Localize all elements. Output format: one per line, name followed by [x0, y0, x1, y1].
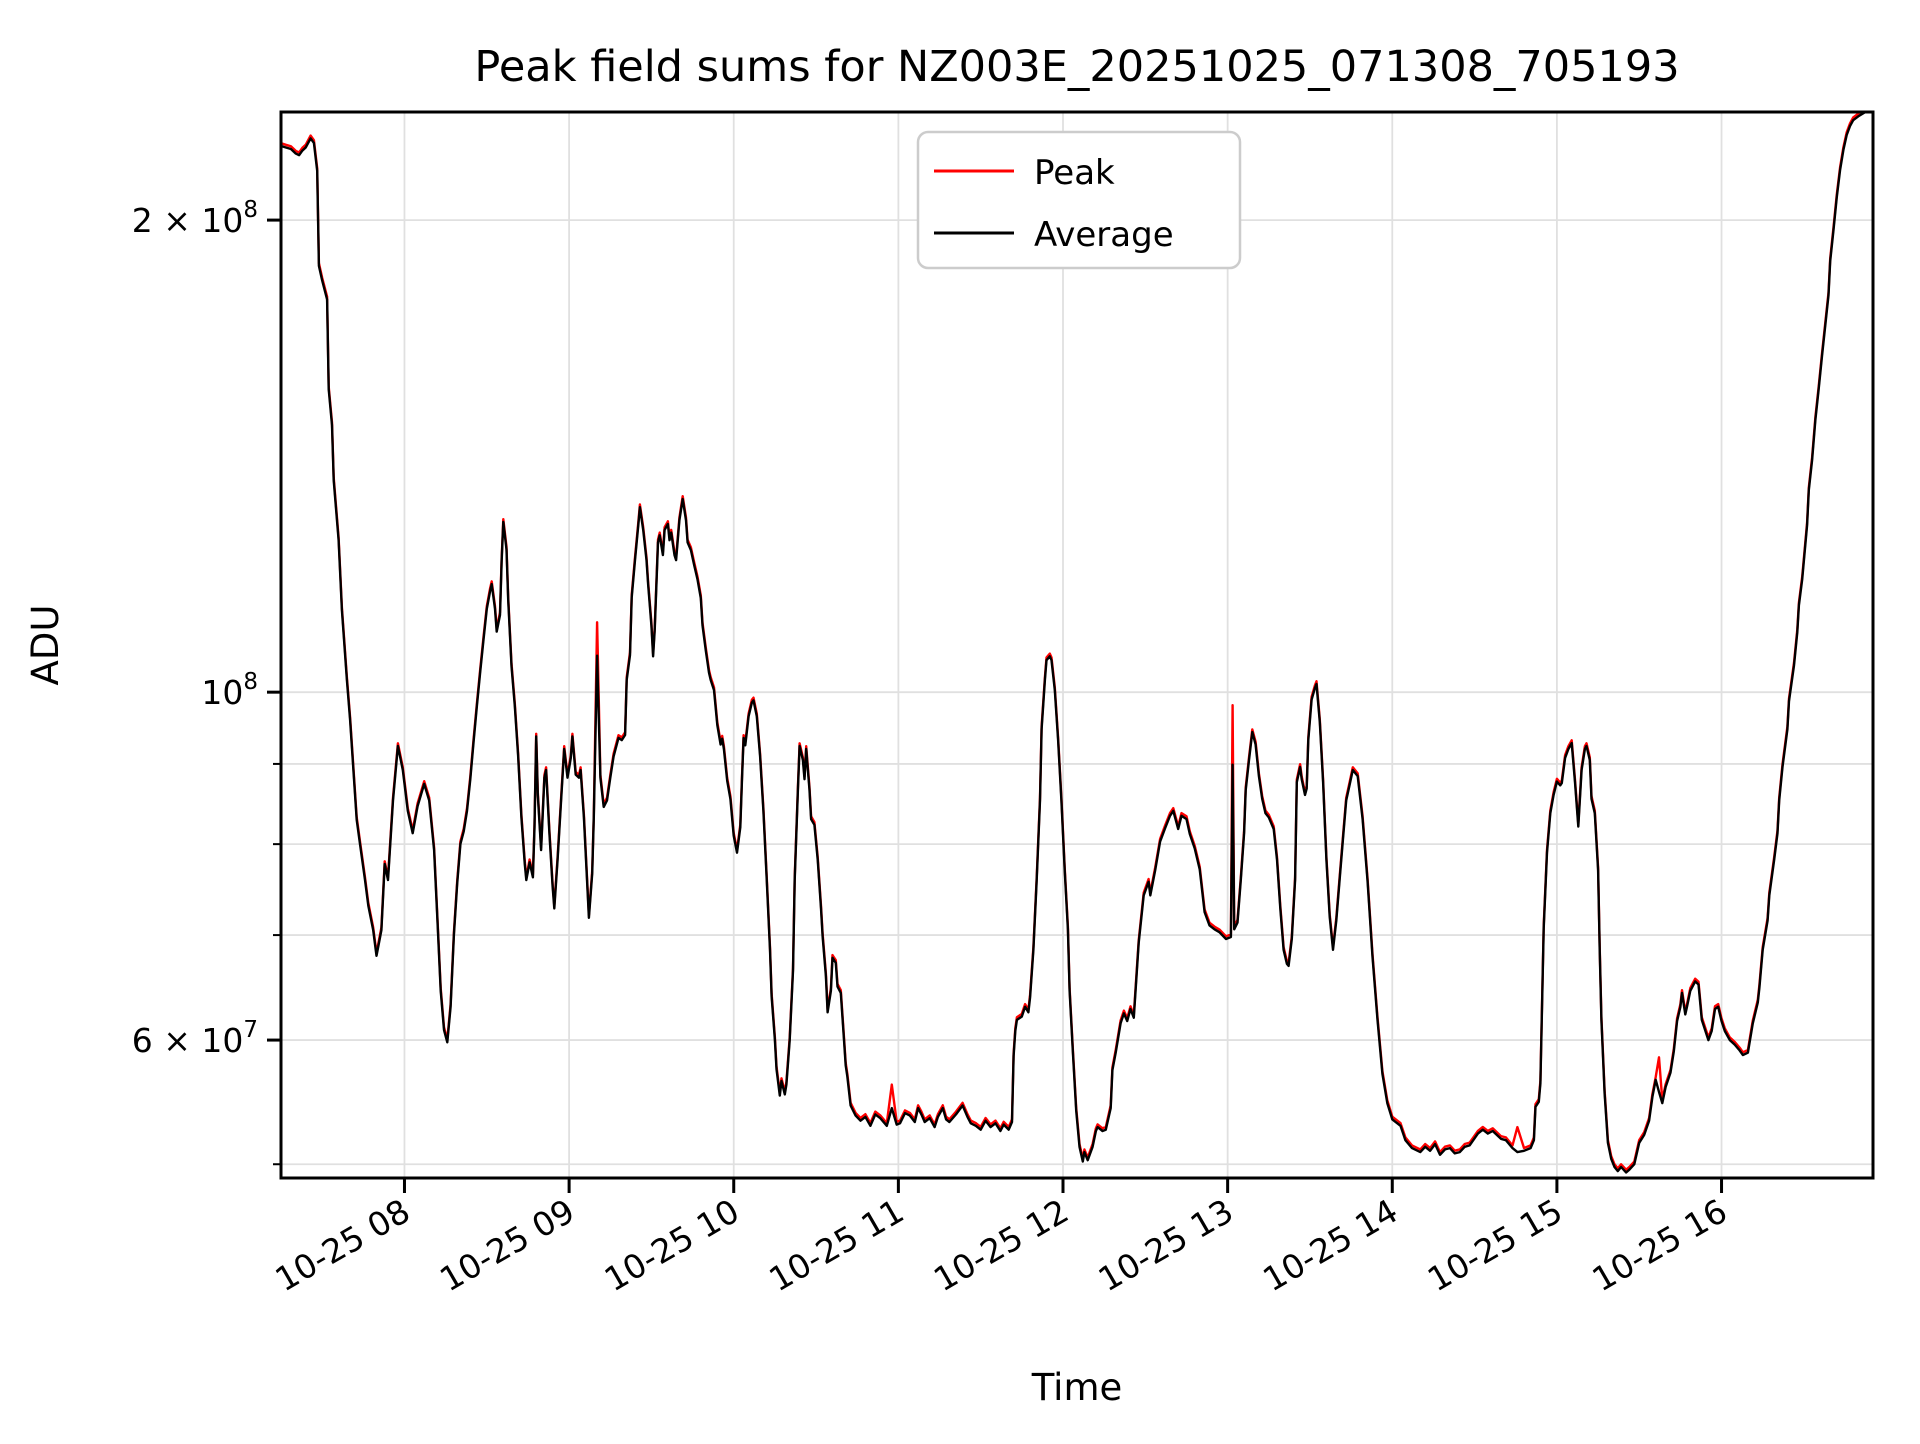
- x-tick-label: 10-25 10: [598, 1191, 746, 1299]
- y-tick-label: 2 × 108: [132, 197, 258, 240]
- y-tick-label: 108: [201, 669, 258, 712]
- tick-layer: 10-25 08 10-25 09 10-25 10 10-25 11 10-25 12…: [132, 197, 1734, 1299]
- x-tick-label: 10-25 09: [433, 1191, 581, 1299]
- x-tick-label: 10-25 08: [268, 1191, 416, 1299]
- y-tick-label: 6 × 107: [132, 1017, 258, 1060]
- x-tick-label: 10-25 13: [1092, 1191, 1240, 1299]
- legend: Peak Average: [916, 130, 1242, 270]
- grid-layer: [281, 112, 1873, 1178]
- x-axis-label: Time: [1031, 1366, 1123, 1409]
- legend-average-label: Average: [1034, 215, 1174, 255]
- y-axis-label: ADU: [24, 605, 67, 686]
- average-series-line: [282, 112, 1870, 1174]
- x-tick-label: 10-25 14: [1256, 1191, 1404, 1299]
- x-tick-label: 10-25 11: [762, 1191, 910, 1299]
- x-tick-label: 10-25 16: [1586, 1191, 1734, 1299]
- x-tick-label: 10-25 12: [927, 1191, 1075, 1299]
- legend-peak-label: Peak: [1034, 153, 1115, 193]
- series-layer: [282, 112, 1870, 1174]
- x-tick-label: 10-25 15: [1421, 1191, 1569, 1299]
- plot-spines: [279, 110, 1875, 1180]
- chart-title: Peak field sums for NZ003E_20251025_0713…: [474, 42, 1679, 92]
